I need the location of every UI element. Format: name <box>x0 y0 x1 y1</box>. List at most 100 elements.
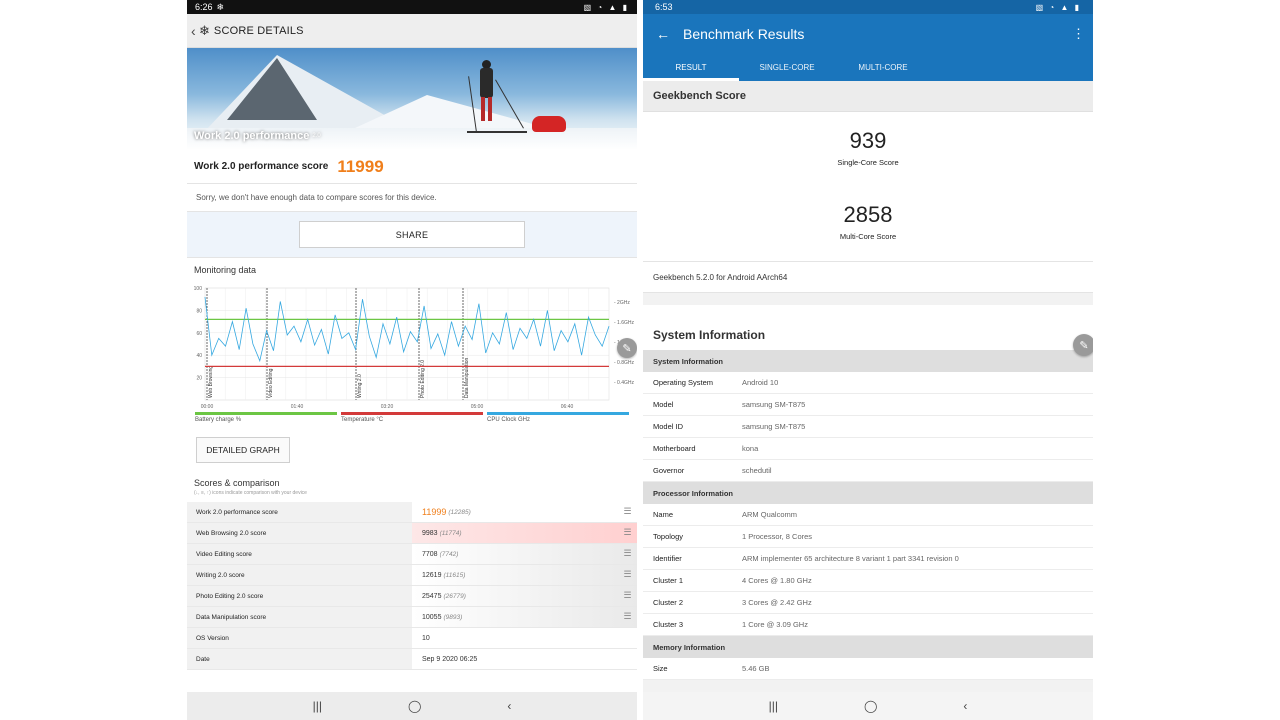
score-row: Date Sep 9 2020 06:25 <box>187 649 637 670</box>
page-title: SCORE DETAILS <box>213 24 304 37</box>
y2-tick-label: - 1.6GHz <box>614 320 635 326</box>
recents-button[interactable]: ||| <box>312 699 322 713</box>
legend-item-battery: Battery charge % <box>195 412 337 423</box>
comparison-menu-icon[interactable]: ☰ <box>623 590 632 600</box>
share-section: SHARE <box>187 212 637 258</box>
detailed-graph-button[interactable]: DETAILED GRAPH <box>196 437 290 463</box>
info-sections: System Information Operating System Androi… <box>643 350 1093 680</box>
skier-figure <box>477 60 495 130</box>
score-row[interactable]: Data Manipulation score 10055 (9893) ☰ <box>187 607 637 628</box>
info-row: Size 5.46 GB <box>643 658 1093 680</box>
score-value: 25475 <box>422 592 442 600</box>
legend-item-temperature: Temperature °C <box>341 412 483 423</box>
recents-button[interactable]: ||| <box>768 699 778 713</box>
legend-item-cpu-clock: CPU Clock GHz <box>487 412 629 423</box>
score-row-value: 7708 (7742) <box>412 544 637 564</box>
phase-label: Photo Editing 2.0 <box>420 360 426 398</box>
back-chevron-icon[interactable]: ‹ <box>191 22 196 39</box>
edit-pencil-icon[interactable]: ✎ <box>617 338 637 358</box>
monitoring-title: Monitoring data <box>194 265 257 275</box>
info-row: Motherboard kona <box>643 438 1093 460</box>
score-value: 12619 <box>422 571 442 579</box>
legend-swatch <box>195 412 337 415</box>
score-row-name: Work 2.0 performance score <box>187 502 412 522</box>
more-vert-icon[interactable]: ⋮ <box>1072 26 1085 41</box>
comparison-menu-icon[interactable]: ☰ <box>623 548 632 558</box>
score-row[interactable]: Writing 2.0 score 12619 (11615) ☰ <box>187 565 637 586</box>
phase-label: Data Manipulation <box>464 357 470 398</box>
score-value: 10 <box>422 634 430 642</box>
tab-result[interactable]: RESULT <box>643 54 739 81</box>
arrow-left-icon[interactable]: ← <box>656 26 670 42</box>
legend-swatch <box>487 412 629 415</box>
share-button[interactable]: SHARE <box>299 221 525 248</box>
score-row-value: 12619 (11615) <box>412 565 637 585</box>
info-row: Cluster 2 3 Cores @ 2.42 GHz <box>643 592 1093 614</box>
comparison-score: (11615) <box>443 571 466 579</box>
legend-swatch <box>341 412 483 415</box>
hero-version: 2.0 <box>312 133 321 140</box>
x-tick-label: 05:00 <box>471 404 484 410</box>
home-button[interactable]: ◯ <box>863 699 878 713</box>
info-value: 3 Cores @ 2.42 GHz <box>742 598 812 607</box>
score-row[interactable]: Photo Editing 2.0 score 25475 (26779) ☰ <box>187 586 637 607</box>
pcmark-screen: 6:26 ❄ ▧ ◔ ▲ ▮ ‹ ❄ SCORE DETAILS Work 2.… <box>187 0 637 720</box>
score-value: 7708 <box>422 550 438 558</box>
snowflake-icon: ❄ <box>216 1 225 12</box>
comparison-score: (26779) <box>443 592 466 600</box>
comparison-menu-icon[interactable]: ☰ <box>623 506 632 516</box>
y-tick-label: 80 <box>196 308 202 314</box>
info-section-header: Processor Information <box>643 482 1093 504</box>
y-tick-label: 60 <box>196 331 202 337</box>
score-row[interactable]: Web Browsing 2.0 score 9983 (11774) ☰ <box>187 523 637 544</box>
nav-bar: ||| ◯ ‹ <box>187 692 637 720</box>
info-key: Cluster 1 <box>653 576 684 585</box>
comparison-menu-icon[interactable]: ☰ <box>623 611 632 621</box>
single-core-label: Single-Core Score <box>837 158 899 167</box>
info-key: Identifier <box>653 554 682 563</box>
tab-bar: RESULT SINGLE-CORE MULTI-CORE <box>643 54 1093 81</box>
info-value: 1 Processor, 8 Cores <box>742 532 813 541</box>
legend-label: Battery charge % <box>195 417 242 423</box>
home-button[interactable]: ◯ <box>407 699 422 713</box>
comparison-menu-icon[interactable]: ☰ <box>623 569 632 579</box>
info-section-header: System Information <box>643 350 1093 372</box>
info-key: Model <box>653 400 674 409</box>
scores-table: Work 2.0 performance score 11999 (12285) ☰ W… <box>187 502 637 670</box>
info-key: Cluster 3 <box>653 620 684 629</box>
score-row[interactable]: Work 2.0 performance score 11999 (12285) ☰ <box>187 502 637 523</box>
info-row: Identifier ARM implementer 65 architectur… <box>643 548 1093 570</box>
back-button[interactable]: ‹ <box>507 699 512 713</box>
info-key: Model ID <box>653 422 684 431</box>
single-core-block: 939 Single-Core Score <box>643 128 1093 167</box>
info-row: Governor schedutil <box>643 460 1093 482</box>
info-row: Cluster 3 1 Core @ 3.09 GHz <box>643 614 1093 636</box>
edit-pencil-icon[interactable]: ✎ <box>1073 334 1093 356</box>
x-tick-label: 00:00 <box>201 404 214 410</box>
info-row: Operating System Android 10 <box>643 372 1093 394</box>
tab-multi-core[interactable]: MULTI-CORE <box>858 63 908 72</box>
hero-caption: Work 2.0 performance 2.0 <box>194 130 321 142</box>
info-value: samsung SM-T875 <box>742 400 806 409</box>
info-value: kona <box>742 444 759 453</box>
back-button[interactable]: ‹ <box>963 699 968 713</box>
tab-single-core[interactable]: SINGLE-CORE <box>759 63 815 72</box>
y-tick-label: 20 <box>196 376 202 382</box>
x-tick-label: 03:20 <box>381 404 394 410</box>
multi-core-score: 2858 <box>843 202 893 227</box>
sled <box>532 116 566 132</box>
score-row[interactable]: Video Editing score 7708 (7742) ☰ <box>187 544 637 565</box>
status-icons: ▧ ◔ ▲ ▮ <box>1035 2 1081 12</box>
phase-label: Video Editing <box>268 368 274 398</box>
info-value: 4 Cores @ 1.80 GHz <box>742 576 812 585</box>
mountain-rock-shape <box>227 58 317 120</box>
comparison-menu-icon[interactable]: ☰ <box>623 527 632 537</box>
comparison-score: (9893) <box>443 613 463 621</box>
multi-core-label: Multi-Core Score <box>839 232 897 241</box>
main-score-value: 11999 <box>337 156 384 176</box>
main-score-row: Work 2.0 performance score 11999 <box>187 150 637 184</box>
comparison-score: (7742) <box>439 550 459 558</box>
info-row: Topology 1 Processor, 8 Cores <box>643 526 1093 548</box>
score-row-name: Writing 2.0 score <box>187 565 412 585</box>
